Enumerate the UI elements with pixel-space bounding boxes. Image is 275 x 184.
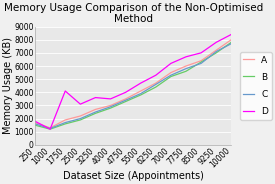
A xyxy=(124,98,127,100)
C xyxy=(199,62,203,64)
C xyxy=(214,50,218,53)
D xyxy=(230,33,233,36)
A xyxy=(184,65,188,67)
Line: C: C xyxy=(35,44,231,128)
A xyxy=(109,104,112,107)
Legend: A, B, C, D: A, B, C, D xyxy=(240,52,272,120)
B xyxy=(79,119,82,121)
C xyxy=(139,93,142,95)
D xyxy=(124,91,127,93)
A xyxy=(94,108,97,111)
D xyxy=(64,90,67,92)
A xyxy=(33,121,37,124)
A xyxy=(48,127,52,129)
B xyxy=(214,52,218,54)
C xyxy=(124,99,127,101)
Line: B: B xyxy=(35,42,231,129)
A xyxy=(64,119,67,121)
C xyxy=(169,74,172,76)
D xyxy=(48,128,52,130)
D xyxy=(79,103,82,105)
B xyxy=(94,112,97,114)
B xyxy=(124,100,127,103)
B xyxy=(199,61,203,63)
B xyxy=(169,75,172,78)
C xyxy=(154,83,158,86)
B xyxy=(230,41,233,43)
D xyxy=(109,98,112,100)
A xyxy=(154,82,158,84)
B xyxy=(64,123,67,125)
C xyxy=(94,111,97,113)
Y-axis label: Memory Usage (KB): Memory Usage (KB) xyxy=(3,37,13,134)
C xyxy=(109,106,112,108)
C xyxy=(33,123,37,125)
C xyxy=(79,118,82,120)
C xyxy=(48,127,52,130)
D xyxy=(184,56,188,58)
B xyxy=(139,94,142,96)
D xyxy=(139,82,142,84)
Line: D: D xyxy=(35,34,231,129)
C xyxy=(184,68,188,70)
D xyxy=(33,120,37,122)
B xyxy=(154,86,158,88)
D xyxy=(169,62,172,64)
Line: A: A xyxy=(35,40,231,128)
D xyxy=(214,41,218,43)
A xyxy=(214,49,218,51)
D xyxy=(94,96,97,99)
B xyxy=(184,70,188,72)
B xyxy=(33,124,37,126)
A xyxy=(79,115,82,117)
X-axis label: Dataset Size (Appointments): Dataset Size (Appointments) xyxy=(63,171,204,181)
C xyxy=(64,121,67,124)
C xyxy=(230,43,233,45)
A xyxy=(169,71,172,74)
Title: Memory Usage Comparison of the Non-Optimised
Method: Memory Usage Comparison of the Non-Optim… xyxy=(4,3,263,24)
D xyxy=(154,74,158,76)
B xyxy=(48,128,52,130)
A xyxy=(199,60,203,62)
A xyxy=(139,90,142,92)
D xyxy=(199,52,203,54)
A xyxy=(230,39,233,41)
B xyxy=(109,107,112,109)
